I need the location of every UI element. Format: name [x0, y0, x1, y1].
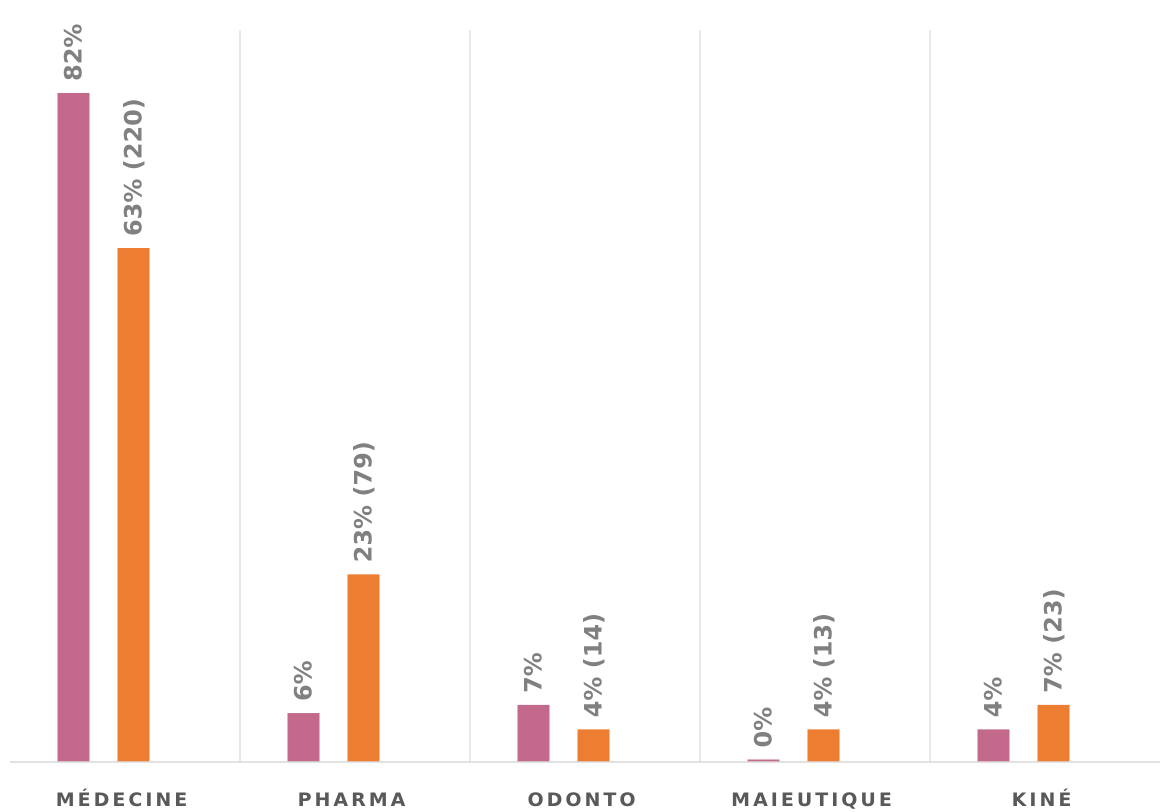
category-label: PHARMA: [298, 789, 409, 811]
bar-series-1-1: [287, 713, 320, 762]
bar-series-2-2: [577, 729, 610, 762]
bar-series-1-2: [517, 704, 550, 762]
bar-series-1-4: [977, 729, 1010, 762]
category-label: MAIEUTIQUE: [731, 789, 895, 811]
bars: [57, 93, 1070, 762]
bar-data-label: 0%: [750, 707, 778, 748]
bar-series-2-3: [807, 729, 840, 762]
bar-data-label: 4%: [980, 677, 1008, 718]
category-labels: MÉDECINE PHARMA ODONTO MAIEUTIQUE KINÉ: [56, 788, 1075, 811]
bar-data-label: 4% (14): [580, 613, 608, 717]
bar-labels: 82% 63% (220) 6% 23% (79) 7% 4% (14) 0% 4% (13)…: [60, 24, 1068, 748]
bar-data-label: 7% (23): [1040, 588, 1068, 692]
bar-series-2-0: [117, 248, 150, 762]
bar-data-label: 82%: [60, 24, 88, 81]
bar-data-label: 7%: [520, 652, 548, 693]
bar-data-label: 23% (79): [350, 441, 378, 562]
bar-data-label: 4% (13): [810, 613, 838, 717]
bar-data-label: 6%: [290, 660, 318, 701]
category-label: KINÉ: [1012, 788, 1075, 811]
bar-series-2-4: [1037, 704, 1070, 762]
category-label: ODONTO: [527, 789, 638, 811]
bar-series-2-1: [347, 574, 380, 762]
category-label: MÉDECINE: [56, 788, 191, 811]
bar-series-1-0: [57, 93, 90, 762]
bar-data-label: 63% (220): [120, 98, 148, 236]
category-separators: [239, 30, 931, 762]
bar-series-1-3: [747, 759, 780, 762]
